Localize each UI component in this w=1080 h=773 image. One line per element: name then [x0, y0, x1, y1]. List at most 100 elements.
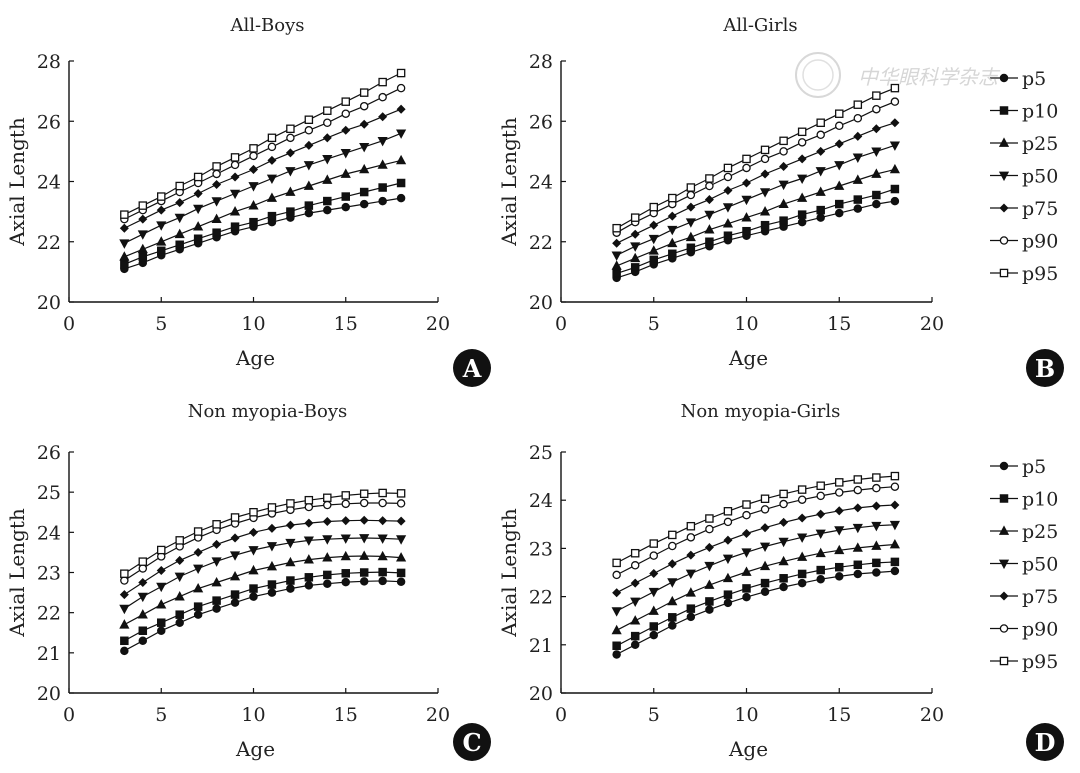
data-point-p75 — [834, 139, 844, 149]
data-point-p95 — [816, 481, 825, 490]
legend-marker-p25 — [998, 137, 1010, 147]
data-point-p50 — [119, 239, 130, 249]
series-p50 — [611, 141, 900, 261]
data-point-p10 — [723, 231, 733, 240]
data-point-p95 — [686, 521, 696, 531]
series-line-p50 — [124, 132, 402, 244]
data-point-p10 — [378, 567, 387, 577]
data-point-p75 — [779, 161, 789, 171]
x-tick-label: 20 — [426, 313, 450, 335]
y-tick-label: 20 — [37, 292, 61, 314]
data-point-p50 — [193, 204, 204, 215]
data-point-p95 — [396, 68, 406, 78]
data-point-p95 — [890, 471, 900, 481]
panel-badge-circle — [1026, 723, 1064, 761]
data-point-p90 — [872, 104, 881, 114]
legend-label: p5 — [1022, 456, 1046, 478]
data-point-p25 — [119, 619, 130, 629]
legend-marker-p5 — [999, 73, 1009, 83]
data-point-p10 — [668, 613, 677, 622]
series-p95 — [612, 83, 900, 233]
series-p75 — [612, 500, 900, 598]
data-point-p25 — [741, 566, 752, 576]
legend-item-p95: p95 — [990, 651, 1058, 673]
series-line-p95 — [124, 72, 402, 216]
x-tick-label: 10 — [241, 704, 265, 726]
data-point-p95 — [212, 162, 221, 171]
data-point-p50 — [685, 218, 696, 228]
data-point-p95 — [742, 154, 751, 164]
data-point-p90 — [359, 498, 369, 508]
data-point-p75 — [686, 202, 696, 212]
data-point-p25 — [648, 245, 659, 255]
data-point-p90 — [630, 561, 640, 570]
data-point-p75 — [322, 133, 332, 143]
data-point-p90 — [872, 483, 881, 493]
data-point-p50 — [211, 557, 222, 567]
data-point-p75 — [871, 124, 881, 134]
data-point-p95 — [212, 520, 221, 529]
data-point-p95 — [779, 136, 788, 146]
data-point-p25 — [285, 556, 296, 567]
data-point-p75 — [156, 565, 166, 576]
data-point-p25 — [889, 163, 900, 174]
y-axis-label: Axial Length — [497, 117, 521, 247]
y-tick-label: 22 — [529, 232, 553, 254]
data-point-p10 — [612, 269, 621, 278]
data-point-p10 — [175, 610, 184, 619]
data-point-p10 — [304, 201, 314, 210]
data-point-p95 — [359, 88, 369, 97]
data-point-p10 — [872, 558, 881, 568]
series-line-p95 — [123, 492, 402, 575]
legend-label: p75 — [1022, 586, 1058, 608]
data-point-p95 — [341, 491, 350, 500]
data-point-p95 — [230, 513, 240, 522]
data-point-p95 — [156, 192, 166, 201]
data-point-p50 — [359, 534, 370, 544]
x-tick-label: 5 — [648, 704, 660, 726]
data-point-p75 — [667, 211, 677, 221]
data-point-p5 — [396, 193, 406, 203]
data-point-p95 — [890, 83, 900, 93]
y-tick-label: 22 — [37, 603, 61, 625]
data-point-p50 — [611, 607, 622, 617]
chart-panel-d: Non myopia-Girls 0 5 10 15 20 20 21 22 23 24 25 Age A… — [497, 401, 1064, 761]
data-point-p10 — [612, 641, 621, 651]
panel-badge: B — [1026, 349, 1064, 387]
series-line-p50 — [616, 524, 895, 612]
x-tick-label: 20 — [920, 313, 944, 335]
data-point-p25 — [704, 224, 715, 234]
data-point-p10 — [705, 597, 714, 606]
series-line-p25 — [124, 555, 402, 626]
data-point-p50 — [174, 572, 185, 583]
x-tick-label: 20 — [426, 704, 450, 726]
data-point-p10 — [630, 263, 640, 272]
data-point-p75 — [834, 506, 844, 516]
data-point-p90 — [779, 499, 788, 509]
data-point-p50 — [797, 174, 808, 185]
data-point-p75 — [119, 590, 129, 600]
data-point-p25 — [889, 538, 900, 549]
chart-title: All-Girls — [722, 15, 797, 36]
data-point-p75 — [230, 172, 240, 182]
y-tick-label: 24 — [37, 172, 61, 194]
data-point-p75 — [649, 568, 659, 578]
series-p5 — [612, 566, 900, 659]
data-point-p95 — [304, 115, 314, 124]
data-point-p50 — [834, 526, 845, 536]
data-point-p5 — [304, 581, 314, 590]
data-point-p75 — [230, 533, 240, 543]
data-point-p75 — [193, 547, 203, 557]
data-point-p95 — [797, 127, 807, 137]
x-tick-label: 10 — [241, 313, 265, 335]
data-point-p50 — [778, 537, 789, 548]
data-point-p5 — [156, 626, 166, 635]
x-axis-label: Age — [728, 346, 768, 370]
y-tick-label: 20 — [37, 683, 61, 705]
data-point-p75 — [741, 528, 752, 538]
series-p75 — [119, 104, 406, 233]
data-point-p90 — [612, 570, 621, 580]
data-point-p75 — [212, 179, 222, 190]
panel-badge-circle — [1026, 349, 1064, 387]
series-p90 — [120, 498, 406, 585]
